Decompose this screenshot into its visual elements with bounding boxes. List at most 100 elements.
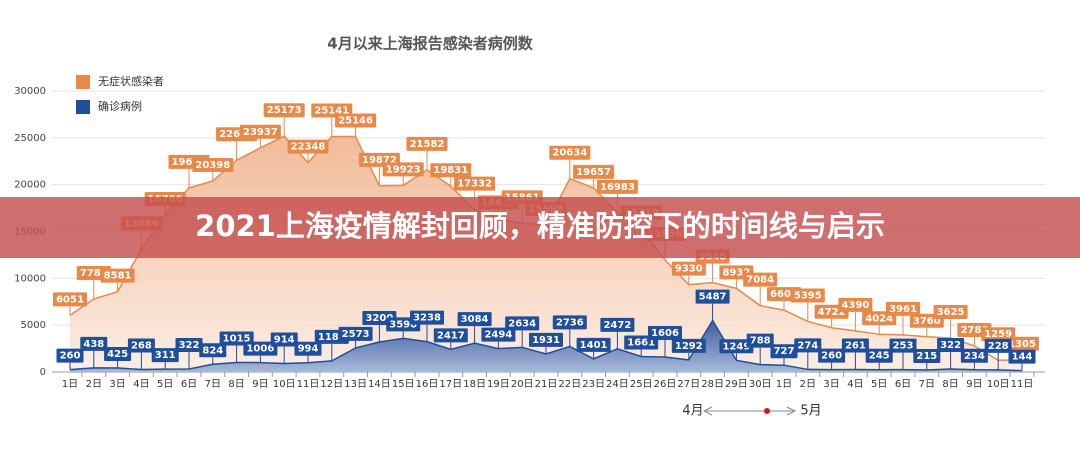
data-label: 1661	[627, 337, 655, 348]
data-label: 215	[916, 351, 937, 362]
data-label: 25173	[267, 105, 302, 116]
data-label: 2472	[603, 320, 631, 331]
data-label: 4390	[841, 300, 869, 311]
data-label-box	[80, 336, 108, 351]
x-tick-label: 21日	[535, 379, 558, 390]
annotation: 4月	[682, 404, 703, 419]
data-label-box	[430, 163, 472, 178]
data-label-box	[933, 305, 968, 320]
data-label-box	[151, 348, 179, 363]
x-tick-label: 13日	[344, 379, 367, 390]
data-label: 5487	[699, 292, 727, 303]
x-tick-label: 23日	[582, 379, 605, 390]
arrow-heads	[702, 406, 797, 416]
data-label: 8581	[104, 271, 132, 282]
data-label: 22609	[219, 129, 254, 140]
data-label: 260	[60, 351, 81, 362]
data-label: 5395	[794, 290, 822, 301]
x-tick-label: 6日	[895, 379, 911, 390]
data-label: 274	[797, 340, 818, 351]
data-label-box	[100, 268, 135, 283]
data-label-box	[576, 337, 611, 352]
data-label-box	[410, 310, 444, 325]
data-label: 2634	[508, 318, 536, 329]
data-label: 1292	[675, 341, 703, 352]
data-label-box	[199, 343, 227, 358]
data-label: 19872	[362, 155, 397, 166]
data-label-box	[596, 179, 638, 194]
data-label: 3961	[889, 304, 917, 315]
data-label-box	[790, 288, 825, 303]
data-label: 788	[750, 336, 771, 347]
data-label: 6606	[770, 289, 798, 300]
x-tick-label: 29日	[725, 379, 748, 390]
data-label: 261	[845, 341, 866, 352]
data-label: 994	[298, 344, 319, 355]
data-label: 7788	[80, 268, 108, 279]
data-label-box	[1005, 336, 1039, 351]
x-tick-label: 19日	[487, 379, 510, 390]
x-tick-label: 22日	[558, 379, 581, 390]
data-label-box	[865, 348, 893, 363]
data-label-box	[457, 312, 492, 327]
data-label: 3625	[937, 307, 965, 318]
data-label: 20634	[552, 148, 587, 159]
data-label: 2736	[556, 317, 584, 328]
banner-title: 2021上海疫情解封回顾，精准防控下的时间线与启示	[195, 209, 885, 243]
data-label: 3238	[413, 313, 441, 324]
legend-label: 确诊病例	[98, 99, 142, 113]
data-label: 19923	[386, 164, 421, 175]
x-tick-label: 14日	[368, 379, 391, 390]
x-tick-label: 8日	[942, 379, 958, 390]
data-label: 2494	[484, 330, 512, 341]
y-tick-label: 30000	[14, 86, 46, 97]
data-label: 1006	[246, 344, 274, 355]
x-tick-label: 2日	[800, 379, 816, 390]
legend-swatch	[76, 100, 90, 114]
legend-label: 无症状感染者	[98, 74, 164, 88]
y-tick-label: 10000	[14, 273, 46, 284]
x-tick-label: 2日	[86, 379, 102, 390]
data-label: 2780	[960, 325, 988, 336]
x-tick-label: 9日	[252, 379, 268, 390]
y-tick-label: 20000	[14, 180, 46, 191]
data-label: 8932	[722, 267, 750, 278]
x-tick-label: 4日	[847, 379, 863, 390]
x-tick-label: 11日	[1011, 379, 1034, 390]
data-label-box	[886, 301, 920, 316]
data-label-box	[552, 315, 587, 330]
data-label: 19831	[433, 165, 468, 176]
area	[70, 320, 1022, 372]
data-label-box	[719, 339, 754, 354]
data-label-box	[382, 162, 424, 177]
y-tick-label: 25000	[14, 133, 46, 144]
data-label: 1401	[580, 340, 608, 351]
x-tick-label: 30日	[749, 379, 772, 390]
data-label-box	[671, 261, 706, 276]
data-label: 322	[179, 340, 200, 351]
data-label-box	[287, 139, 329, 154]
x-tick-label: 27日	[677, 379, 700, 390]
data-label: 311	[155, 350, 176, 361]
data-label-box	[505, 316, 540, 331]
data-label-box	[338, 326, 373, 341]
data-label-box	[127, 338, 155, 353]
annotation: 5月	[800, 404, 821, 419]
data-label: 25141	[314, 106, 349, 117]
data-label-box	[600, 317, 635, 332]
data-label-box	[243, 341, 278, 356]
x-tick-label: 1日	[62, 379, 78, 390]
x-tick-label: 3日	[109, 379, 125, 390]
x-tick-label: 10日	[987, 379, 1010, 390]
data-label: 23937	[243, 127, 278, 138]
data-label: 425	[107, 349, 128, 360]
x-tick-label: 16日	[416, 379, 439, 390]
x-tick-label: 20日	[511, 379, 534, 390]
x-tick-label: 9日	[966, 379, 982, 390]
data-label: 21582	[410, 139, 445, 150]
chart-title: 4月以来上海报告感染者病例数	[327, 35, 533, 53]
x-tick-label: 1日	[776, 379, 792, 390]
data-label-box	[294, 341, 322, 356]
data-label-box	[913, 348, 941, 363]
